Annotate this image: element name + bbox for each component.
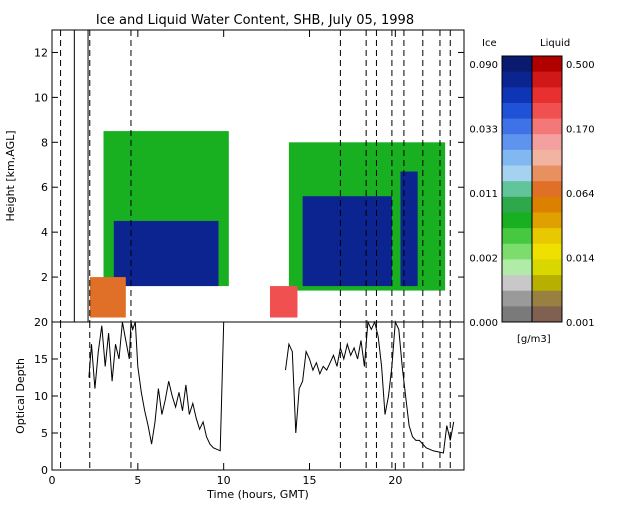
colorbar-cell	[532, 118, 562, 135]
ice-high-region	[400, 171, 418, 287]
ice-high-region	[302, 196, 392, 287]
colorbar-tick-label: 0.001	[566, 318, 595, 329]
colorbar-cell	[532, 243, 562, 260]
colorbar-tick-label: 0.170	[566, 125, 595, 136]
colorbar-cell	[502, 118, 532, 135]
y-tick-label: 8	[41, 136, 48, 149]
liquid-colorbar-label: Liquid	[540, 38, 570, 49]
chart-title: Ice and Liquid Water Content, SHB, July …	[96, 13, 414, 28]
colorbar-cell	[502, 102, 532, 120]
colorbar-cell	[532, 56, 562, 73]
bottom-xticks: 0 5 10 15 20	[49, 30, 402, 487]
optical-depth-line	[88, 321, 225, 452]
colorbar-cell	[532, 181, 562, 198]
top-panel: 2 4 6 8 10 12 Height [km,AGL]	[4, 29, 465, 323]
colorbar-cell	[532, 259, 562, 276]
ice-high-region	[113, 220, 219, 287]
colorbar-cell	[532, 196, 562, 213]
x-tick-label: 10	[217, 474, 231, 487]
colorbar-cell	[502, 165, 532, 182]
y-tick-label: 15	[34, 353, 48, 366]
colorbar-cell	[502, 212, 532, 229]
ice-colorbar-ticks: 0.090 0.033 0.011 0.002 0.000	[469, 60, 498, 329]
y-tick-label: 10	[34, 390, 48, 403]
colorbar-cell	[502, 196, 532, 213]
bottom-yticks: 0 5 10 15 20	[34, 316, 464, 477]
colorbar-cell	[502, 306, 532, 323]
x-tick-label: 15	[303, 474, 317, 487]
colorbar-tick-label: 0.064	[566, 189, 595, 200]
y-tick-label: 10	[34, 91, 48, 104]
bottom-vlines	[60, 322, 451, 470]
x-tick-label: 20	[388, 474, 402, 487]
y-tick-label: 2	[41, 271, 48, 284]
colorbar-cell	[532, 212, 562, 229]
x-tick-label: 0	[49, 474, 56, 487]
bottom-plot-frame	[51, 321, 465, 471]
optical-depth-line	[285, 320, 455, 454]
colorbar-tick-label: 0.090	[469, 60, 498, 71]
liquid-colorbar-ticks: 0.500 0.170 0.064 0.014 0.001	[566, 60, 595, 329]
colorbar-cell	[532, 165, 562, 182]
colorbar-cell	[502, 275, 532, 292]
x-tick-label: 5	[134, 474, 141, 487]
units-label: [g/m3]	[517, 334, 551, 345]
y-tick-label: 6	[41, 181, 48, 194]
liquid-colorbar	[532, 56, 562, 323]
colorbar-cell	[502, 71, 532, 88]
colorbar-cell	[532, 228, 562, 245]
colorbar-cell	[532, 134, 562, 151]
top-yticks: 2 4 6 8 10 12	[34, 46, 464, 284]
y-tick-label: 4	[41, 226, 48, 239]
bottom-y-axis-label: Optical Depth	[14, 358, 27, 434]
colorbar-cell	[532, 149, 562, 167]
x-axis-label: Time (hours, GMT)	[206, 488, 309, 501]
colorbar-cell	[502, 149, 532, 167]
liquid-colorbar-frame	[531, 55, 563, 323]
y-tick-label: 12	[34, 46, 48, 59]
colorbar-cell	[532, 87, 562, 104]
colorbar-cell	[502, 181, 532, 198]
colorbar-cell	[502, 228, 532, 245]
ice-colorbar-label: Ice	[482, 38, 497, 49]
y-tick-label: 0	[41, 464, 48, 477]
ice-colorbar	[502, 56, 532, 323]
colorbar-cell	[502, 243, 532, 260]
colorbar-cell	[532, 275, 562, 292]
colorbar-cell	[532, 102, 562, 120]
colorbar-cell	[502, 87, 532, 104]
top-vlines	[60, 30, 451, 322]
colorbar-cell	[532, 71, 562, 88]
colorbar-tick-label: 0.011	[469, 189, 498, 200]
liquid-high-region	[270, 286, 298, 318]
colorbar-tick-label: 0.014	[566, 254, 595, 265]
top-regions	[89, 131, 446, 318]
colorbar-cell	[502, 134, 532, 151]
colorbar-cell	[532, 306, 562, 323]
colorbar: Ice Liquid 0.090 0.033 0.011 0.002 0.000 0.5…	[469, 38, 594, 345]
colorbar-tick-label: 0.002	[469, 254, 498, 265]
top-y-axis-label: Height [km,AGL]	[4, 130, 17, 221]
colorbar-cell	[502, 56, 532, 73]
y-tick-label: 20	[34, 316, 48, 329]
colorbar-cell	[502, 290, 532, 307]
colorbar-cell	[502, 259, 532, 276]
colorbar-tick-label: 0.500	[566, 60, 595, 71]
y-tick-label: 5	[41, 427, 48, 440]
colorbar-tick-label: 0.033	[469, 125, 498, 136]
bottom-panel: 0 5 10 15 20 0 5 10 15 20 Optical Depth Time (ho…	[14, 30, 465, 501]
colorbar-tick-label: 0.000	[469, 318, 498, 329]
colorbar-cell	[532, 290, 562, 307]
liquid-mid-region	[89, 277, 126, 318]
